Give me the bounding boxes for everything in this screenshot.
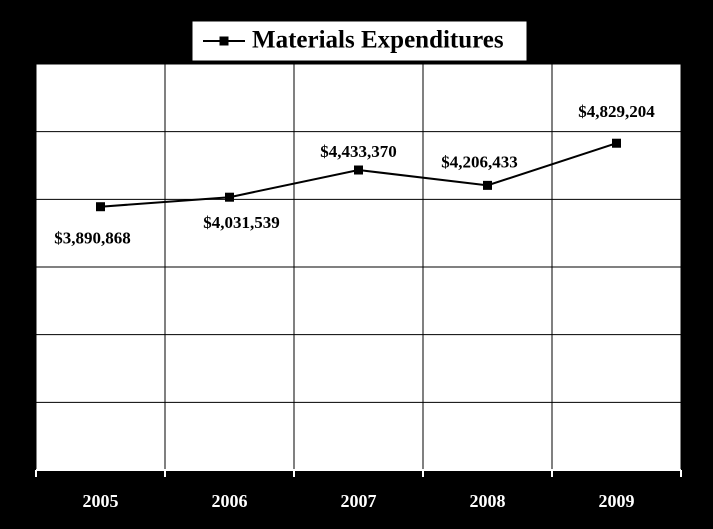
data-label: $4,031,539 (203, 213, 280, 232)
marker (483, 180, 492, 190)
x-tick-label: 2006 (212, 491, 248, 511)
x-tick-label: 2009 (599, 491, 635, 511)
data-label: $4,829,204 (578, 102, 655, 121)
data-label: $4,206,433 (441, 152, 518, 171)
x-tick-label: 2007 (341, 491, 377, 511)
legend-label: Materials Expenditures (252, 27, 504, 54)
marker (612, 138, 621, 148)
legend-box (191, 20, 528, 62)
data-label: $4,433,370 (320, 142, 397, 161)
legend-marker (219, 36, 229, 46)
x-tick-label: 2008 (470, 491, 506, 511)
marker (225, 192, 234, 202)
marker (354, 165, 363, 175)
x-tick-label: 2005 (83, 491, 119, 511)
data-label: $3,890,868 (54, 229, 131, 248)
marker (96, 202, 105, 212)
